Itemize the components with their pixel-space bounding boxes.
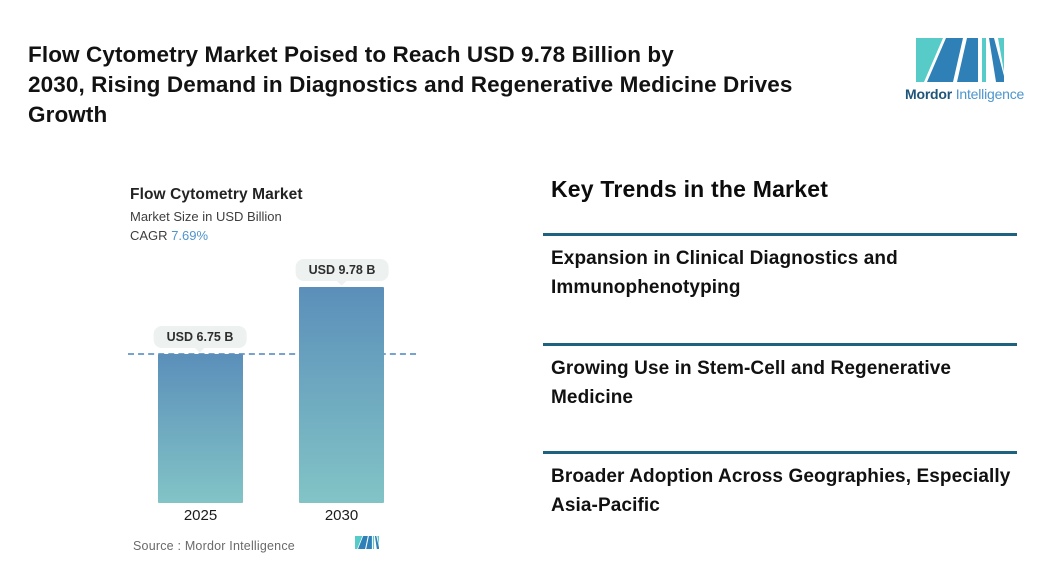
chart-subtitle: Market Size in USD Billion bbox=[130, 209, 282, 224]
key-trends-heading: Key Trends in the Market bbox=[551, 176, 829, 202]
page-title-line-2: 2030, Rising Demand in Diagnostics and R… bbox=[28, 72, 793, 97]
trend-item: Expansion in Clinical Diagnostics and Im… bbox=[543, 233, 1017, 302]
trend-item-text: Expansion in Clinical Diagnostics and Im… bbox=[551, 248, 898, 298]
bar-2030 bbox=[299, 287, 384, 503]
x-tick-2025: 2025 bbox=[183, 507, 218, 524]
mordor-monogram-small-icon bbox=[355, 535, 379, 550]
source-label: Source : Mordor Intelligence bbox=[133, 539, 295, 553]
trend-item-text: Broader Adoption Across Geographies, Esp… bbox=[551, 466, 1011, 516]
chart-title: Flow Cytometry Market bbox=[130, 186, 303, 203]
value-label-2030: USD 9.78 B bbox=[295, 259, 389, 281]
bar-chart-plot: USD 6.75 B USD 9.78 B bbox=[128, 255, 428, 503]
value-label-2025: USD 6.75 B bbox=[153, 326, 247, 348]
source-row: Source : Mordor Intelligence bbox=[133, 535, 428, 555]
cagr-label: CAGR bbox=[130, 228, 168, 243]
reference-dashed-line bbox=[128, 353, 416, 355]
brand-wordmark: Mordor Intelligence bbox=[905, 86, 1024, 102]
x-tick-2030: 2030 bbox=[324, 507, 359, 524]
chart-cagr: CAGR 7.69% bbox=[130, 228, 420, 243]
trend-item-text: Growing Use in Stem-Cell and Regenerativ… bbox=[551, 358, 952, 408]
bar-2025 bbox=[158, 354, 243, 503]
trend-item: Growing Use in Stem-Cell and Regenerativ… bbox=[543, 343, 1017, 412]
brand-logo: Mordor Intelligence bbox=[905, 38, 1024, 102]
page-title: Flow Cytometry Market Poised to Reach US… bbox=[28, 40, 888, 130]
chart-header: Flow Cytometry Market Market Size in USD… bbox=[130, 186, 420, 243]
cagr-value: 7.69% bbox=[171, 228, 209, 243]
mordor-monogram-icon bbox=[916, 38, 1004, 82]
x-axis-labels: 2025 2030 bbox=[128, 507, 428, 527]
page-title-line-3: Growth bbox=[28, 102, 108, 127]
page-title-line-1: Flow Cytometry Market Poised to Reach US… bbox=[28, 42, 674, 67]
brand-name-secondary: Intelligence bbox=[955, 86, 1025, 102]
trend-item: Broader Adoption Across Geographies, Esp… bbox=[543, 451, 1017, 520]
brand-name-primary: Mordor bbox=[905, 86, 953, 102]
